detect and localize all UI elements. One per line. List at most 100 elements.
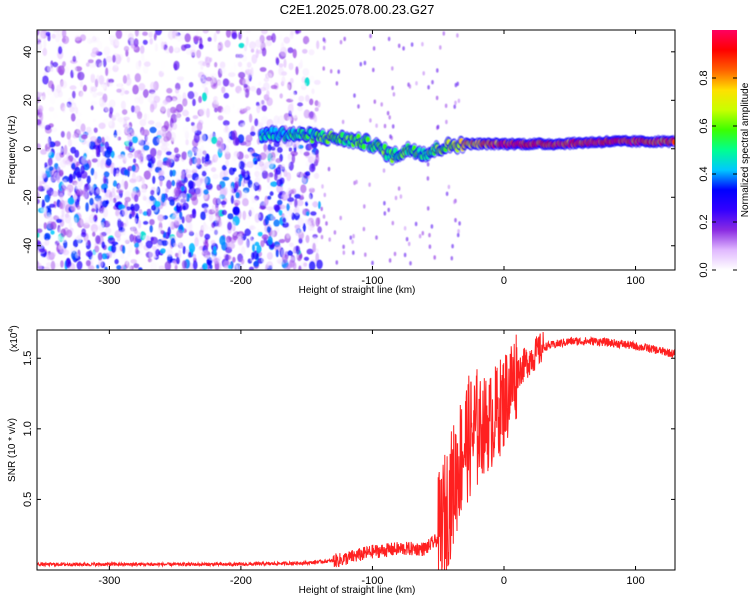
spectrogram-cell (280, 105, 284, 113)
spectrogram-cell (445, 119, 448, 125)
spectrogram-cell (393, 251, 397, 257)
spectrogram-cell (113, 163, 119, 169)
spectrogram-cell (75, 118, 82, 128)
spectrogram-cell (403, 226, 407, 231)
spectrogram-cell (250, 184, 255, 192)
snr-y-tick-label: 0.5 (22, 492, 34, 507)
spectrogram-cell (248, 113, 253, 123)
spectrogram-cell (49, 203, 56, 208)
spectrogram-cell (256, 101, 260, 107)
spectrogram-cell (176, 229, 184, 239)
spectrogram-cell (214, 44, 221, 50)
spectrogram-cell (294, 205, 300, 216)
colorbar-tick-label: 0.0 (698, 262, 710, 277)
spectrogram-cell (188, 82, 194, 88)
spectrogram-cell (168, 45, 174, 54)
spectrogram-cell (180, 170, 185, 181)
spectrogram-cell (165, 249, 174, 257)
spectrogram-cell (277, 199, 283, 206)
spectrogram-cell (409, 261, 412, 266)
spectrogram-cell (211, 136, 218, 144)
spectrogram-cell (61, 35, 70, 45)
spectrogram-cell (91, 158, 98, 163)
spectrogram-cell (382, 168, 386, 173)
spectrogram-cell (289, 259, 293, 269)
spectrogram-cell (262, 188, 268, 195)
spectrogram-cell (227, 264, 232, 269)
spectrogram-cell (244, 228, 251, 237)
spectrogram-cell (294, 226, 300, 236)
spectrogram-cell (64, 103, 71, 112)
spectrogram-cell (120, 154, 125, 161)
spectrogram-cell (99, 231, 106, 238)
spectrogram-cell (133, 38, 139, 48)
spectrogram-cell (182, 98, 188, 107)
spectrogram-cell (259, 67, 267, 72)
spectrogram-cell (388, 115, 392, 120)
spectrogram-cell (317, 201, 321, 210)
spectrogram-cell (361, 143, 366, 150)
spectrogram-cell (42, 47, 48, 57)
spectrogram-cell (215, 204, 219, 211)
spectrogram-cell (224, 254, 231, 261)
spectrogram-cell (72, 246, 76, 254)
spectrogram-cell (44, 238, 50, 246)
spectrogram-cell (139, 155, 144, 165)
spectrogram-cell (242, 198, 249, 207)
spectrogram-cell (118, 204, 126, 210)
spectrogram-cell (90, 254, 95, 263)
spectrogram-cell (335, 81, 339, 86)
spectrogram-cell (435, 95, 439, 101)
colorbar: 0.0 0.2 0.4 0.6 0.8 Normalized spectral ampl… (698, 30, 750, 278)
spectrogram-cell (68, 221, 73, 229)
spectrogram-cell (126, 258, 131, 268)
spectrogram-cell (80, 165, 85, 174)
spectrogram-cell (147, 120, 155, 125)
spectrogram-cell (43, 234, 50, 241)
spectrogram-cell (85, 260, 91, 267)
spectrogram-cell (287, 116, 293, 122)
spectrogram-cell (363, 204, 366, 209)
spectrogram-cell (37, 198, 40, 205)
spectrogram-cell (266, 261, 274, 270)
spectrogram-cell (116, 265, 122, 270)
spectrogram-cell (251, 152, 259, 157)
spectrogram-cell (275, 57, 280, 66)
spectrogram-cell (176, 237, 182, 245)
spectrogram-cell (172, 211, 179, 217)
spectrogram-cell (256, 244, 262, 254)
spectrogram-cell (394, 195, 398, 201)
spectrogram-cell (310, 211, 317, 216)
spectrogram-cell (221, 209, 227, 216)
spectrogram-cell (83, 162, 90, 171)
spectrogram-cell (195, 186, 203, 197)
spectrogram-cell (135, 247, 139, 255)
spectrogram-cell (124, 154, 130, 162)
spectrogram-cell (320, 206, 324, 212)
spectrogram-cell (337, 69, 341, 74)
spectrogram-x-tick-label: 0 (501, 275, 507, 287)
spectrogram-cell (261, 105, 268, 112)
spectrogram-cell (228, 242, 236, 250)
spectrogram-cell (83, 183, 90, 192)
spectrogram-cell (167, 239, 171, 246)
spectrogram-cell (383, 123, 387, 129)
spectrogram-cell (196, 49, 202, 59)
spectrogram-cell (52, 30, 60, 33)
spectrogram-cell (54, 32, 61, 43)
spectrogram-cell (405, 237, 409, 242)
spectrogram-cell (276, 178, 283, 187)
spectrogram-cell (166, 87, 173, 94)
spectrogram-cell (54, 261, 59, 267)
spectrogram-cell (169, 169, 173, 177)
spectrogram-cell (297, 217, 304, 227)
spectrogram-cell (355, 179, 358, 185)
spectrogram-cell (128, 141, 133, 147)
spectrogram-cell (422, 71, 426, 76)
spectrogram-cell (126, 206, 131, 211)
spectrogram-cell (214, 61, 218, 68)
spectrogram-cell (40, 207, 48, 213)
spectrogram-cell (37, 185, 45, 192)
spectrogram-cell (37, 130, 44, 135)
spectrogram-cell (349, 235, 353, 240)
